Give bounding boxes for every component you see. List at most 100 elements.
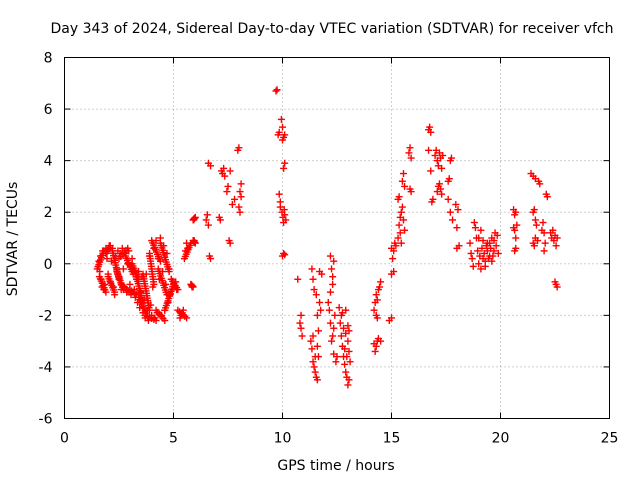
x-axis-label: GPS time / hours	[277, 458, 394, 474]
data-point	[426, 123, 434, 131]
data-point	[530, 242, 538, 250]
data-point	[536, 180, 544, 188]
data-point	[316, 268, 324, 276]
data-point	[341, 345, 349, 353]
data-point	[475, 234, 483, 242]
data-point	[223, 188, 231, 196]
data-point	[326, 252, 334, 260]
data-point	[513, 221, 521, 229]
data-point	[281, 211, 289, 219]
data-point	[235, 203, 243, 211]
data-point	[281, 159, 289, 167]
data-point	[345, 327, 353, 335]
data-point	[136, 304, 144, 312]
data-point	[329, 280, 337, 288]
data-point	[397, 208, 405, 216]
data-point	[341, 360, 349, 368]
data-point	[401, 182, 409, 190]
data-point	[346, 358, 354, 366]
y-tick-label: -4	[39, 360, 53, 376]
data-point	[534, 237, 542, 245]
data-point	[280, 249, 288, 257]
data-point	[146, 306, 154, 314]
data-point	[336, 319, 344, 327]
data-point	[325, 306, 333, 314]
x-tick-label: 15	[383, 431, 401, 447]
data-point	[340, 324, 348, 332]
data-point	[479, 237, 487, 245]
data-point	[207, 255, 215, 263]
data-point	[373, 296, 381, 304]
data-point	[452, 200, 460, 208]
data-point	[309, 332, 317, 340]
data-point	[512, 208, 520, 216]
data-point	[469, 262, 477, 270]
data-point	[272, 87, 280, 95]
data-point	[296, 319, 304, 327]
data-point	[401, 226, 409, 234]
data-point	[191, 213, 199, 221]
y-axis-label: SDTVAR / TECUs	[5, 182, 21, 297]
data-point	[165, 268, 173, 276]
data-point	[394, 234, 402, 242]
data-point	[530, 206, 538, 214]
data-point	[477, 226, 485, 234]
data-point	[297, 311, 305, 319]
data-point	[119, 265, 127, 273]
data-point	[335, 304, 343, 312]
x-tick-label: 0	[60, 431, 69, 447]
data-point	[477, 265, 485, 273]
data-point	[236, 188, 244, 196]
data-point	[207, 162, 215, 170]
data-point	[373, 314, 381, 322]
data-point	[111, 288, 119, 296]
data-point	[313, 342, 321, 350]
data-point	[552, 242, 560, 250]
data-point	[237, 180, 245, 188]
data-point	[466, 239, 474, 247]
data-point	[438, 164, 446, 172]
data-point	[475, 260, 483, 268]
data-point	[395, 221, 403, 229]
data-point	[444, 195, 452, 203]
data-point	[427, 128, 435, 136]
x-tick-label: 10	[274, 431, 292, 447]
data-point	[342, 306, 350, 314]
data-point	[106, 242, 114, 250]
data-point	[447, 154, 455, 162]
data-point	[332, 358, 340, 366]
data-point	[511, 247, 519, 255]
data-point	[221, 172, 229, 180]
data-point	[174, 286, 182, 294]
data-point	[231, 195, 239, 203]
data-point	[330, 257, 338, 265]
x-tick-label: 20	[492, 431, 510, 447]
data-point	[493, 231, 501, 239]
data-point	[220, 164, 228, 172]
data-point	[324, 298, 332, 306]
data-point	[439, 151, 447, 159]
data-point	[203, 211, 211, 219]
data-point	[204, 221, 212, 229]
data-point	[343, 353, 351, 361]
data-point	[398, 203, 406, 211]
data-point	[281, 131, 289, 139]
data-point	[388, 314, 395, 322]
y-tick-label: -6	[39, 412, 53, 428]
data-point	[226, 167, 234, 175]
data-point	[486, 252, 494, 260]
data-point	[189, 283, 197, 291]
data-point	[311, 368, 319, 376]
data-point	[309, 275, 317, 283]
data-point	[398, 177, 406, 185]
data-point	[437, 185, 445, 193]
data-point	[541, 239, 549, 247]
data-point	[228, 200, 236, 208]
y-tick-label: 6	[44, 102, 53, 118]
data-point	[226, 239, 234, 247]
data-point	[474, 247, 482, 255]
y-tick-label: 0	[44, 257, 53, 273]
data-point	[425, 146, 433, 154]
data-point	[445, 175, 453, 183]
data-point	[342, 368, 350, 376]
